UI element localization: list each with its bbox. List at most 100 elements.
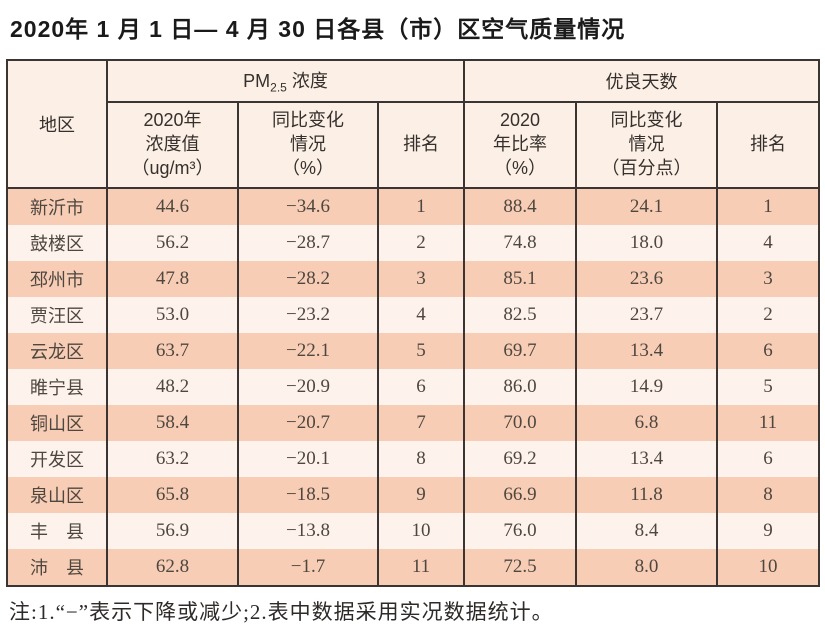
header-group-good-days: 优良天数 — [463, 59, 820, 103]
cell-good-change: 13.4 — [575, 441, 718, 477]
header-pm-change: 同比变化 情况 （%） — [237, 101, 379, 189]
cell-good-rank: 5 — [716, 369, 820, 405]
cell-pm-rank: 1 — [377, 188, 465, 225]
cell-pm-rank: 8 — [377, 441, 465, 477]
table-row: 鼓楼区 56.2 −28.7 2 74.8 18.0 4 — [6, 225, 820, 261]
cell-region: 丰 县 — [6, 513, 108, 549]
cell-good-change: 14.9 — [575, 369, 718, 405]
header-good-rank: 排名 — [716, 101, 820, 189]
cell-good-rate: 72.5 — [463, 549, 577, 586]
cell-region: 云龙区 — [6, 333, 108, 369]
cell-good-rank: 3 — [716, 261, 820, 297]
cell-good-rate: 66.9 — [463, 477, 577, 513]
cell-pm-value: 47.8 — [106, 261, 239, 297]
cell-pm-change: −20.9 — [237, 369, 379, 405]
header-good-change: 同比变化 情况 （百分点） — [575, 101, 718, 189]
cell-region: 铜山区 — [6, 405, 108, 441]
pm25-prefix: PM — [243, 71, 271, 92]
cell-good-rank: 2 — [716, 297, 820, 333]
table-header: 地区 PM2.5 浓度 优良天数 2020年 浓度值 （ug/m³） 同比变化 … — [6, 59, 820, 189]
cell-good-rate: 74.8 — [463, 225, 577, 261]
cell-good-rank: 4 — [716, 225, 820, 261]
cell-pm-value: 62.8 — [106, 549, 239, 586]
cell-pm-rank: 5 — [377, 333, 465, 369]
cell-pm-value: 58.4 — [106, 405, 239, 441]
header-sub-row: 2020年 浓度值 （ug/m³） 同比变化 情况 （%） 排名 2020 年比… — [7, 101, 820, 189]
cell-good-rank: 8 — [716, 477, 820, 513]
page-title: 2020年 1 月 1 日— 4 月 30 日各县（市）区空气质量情况 — [10, 16, 626, 42]
cell-good-rank: 11 — [716, 405, 820, 441]
air-quality-table: 地区 PM2.5 浓度 优良天数 2020年 浓度值 （ug/m³） 同比变化 … — [6, 59, 820, 587]
cell-region: 泉山区 — [6, 477, 108, 513]
cell-good-change: 23.7 — [575, 297, 718, 333]
cell-good-change: 24.1 — [575, 188, 718, 225]
table-row: 开发区 63.2 −20.1 8 69.2 13.4 6 — [6, 441, 820, 477]
cell-good-change: 11.8 — [575, 477, 718, 513]
header-group-row: 地区 PM2.5 浓度 优良天数 — [6, 59, 820, 189]
table-row: 新沂市 44.6 −34.6 1 88.4 24.1 1 — [6, 188, 820, 225]
pm25-group-label: PM2.5 浓度 — [243, 71, 328, 95]
cell-pm-value: 44.6 — [106, 188, 239, 225]
cell-pm-rank: 4 — [377, 297, 465, 333]
cell-good-rate: 69.2 — [463, 441, 577, 477]
pm25-suffix: 浓度 — [286, 71, 328, 92]
cell-good-rank: 6 — [716, 333, 820, 369]
cell-good-rate: 76.0 — [463, 513, 577, 549]
header-group-pm25: PM2.5 浓度 — [106, 59, 465, 103]
cell-pm-change: −22.1 — [237, 333, 379, 369]
cell-pm-change: −20.1 — [237, 441, 379, 477]
pm25-subscript: 2.5 — [270, 80, 287, 95]
table-body: 新沂市 44.6 −34.6 1 88.4 24.1 1 鼓楼区 56.2 −28.7 2 74.8 1… — [6, 188, 820, 586]
table-row: 邳州市 47.8 −28.2 3 85.1 23.6 3 — [6, 261, 820, 297]
cell-good-rate: 70.0 — [463, 405, 577, 441]
cell-pm-change: −28.2 — [237, 261, 379, 297]
cell-good-rank: 1 — [716, 188, 820, 225]
cell-region: 开发区 — [6, 441, 108, 477]
table-row: 丰 县 56.9 −13.8 10 76.0 8.4 9 — [6, 513, 820, 549]
cell-good-rate: 86.0 — [463, 369, 577, 405]
cell-good-rate: 88.4 — [463, 188, 577, 225]
table-row: 贾汪区 53.0 −23.2 4 82.5 23.7 2 — [6, 297, 820, 333]
cell-good-rate: 82.5 — [463, 297, 577, 333]
cell-good-change: 18.0 — [575, 225, 718, 261]
cell-pm-change: −34.6 — [237, 188, 379, 225]
cell-pm-value: 65.8 — [106, 477, 239, 513]
cell-good-change: 6.8 — [575, 405, 718, 441]
cell-pm-value: 56.2 — [106, 225, 239, 261]
table-row: 铜山区 58.4 −20.7 7 70.0 6.8 11 — [6, 405, 820, 441]
table-row: 沛 县 62.8 −1.7 11 72.5 8.0 10 — [6, 549, 820, 586]
cell-pm-change: −20.7 — [237, 405, 379, 441]
cell-pm-change: −1.7 — [237, 549, 379, 586]
cell-region: 沛 县 — [6, 549, 108, 586]
cell-region: 鼓楼区 — [6, 225, 108, 261]
cell-good-change: 23.6 — [575, 261, 718, 297]
cell-pm-value: 63.2 — [106, 441, 239, 477]
cell-pm-change: −28.7 — [237, 225, 379, 261]
footnote: 注:1.“−”表示下降或减少;2.表中数据采用实况数据统计。 — [9, 600, 554, 624]
cell-good-rank: 10 — [716, 549, 820, 586]
cell-pm-change: −23.2 — [237, 297, 379, 333]
header-region: 地区 — [6, 59, 108, 189]
cell-pm-rank: 3 — [377, 261, 465, 297]
cell-pm-rank: 10 — [377, 513, 465, 549]
header-pm-rank: 排名 — [377, 101, 465, 189]
cell-pm-change: −18.5 — [237, 477, 379, 513]
cell-pm-rank: 11 — [377, 549, 465, 586]
cell-pm-value: 63.7 — [106, 333, 239, 369]
header-pm-value: 2020年 浓度值 （ug/m³） — [106, 101, 239, 189]
cell-good-rate: 69.7 — [463, 333, 577, 369]
cell-good-change: 8.4 — [575, 513, 718, 549]
table-row: 云龙区 63.7 −22.1 5 69.7 13.4 6 — [6, 333, 820, 369]
cell-pm-rank: 7 — [377, 405, 465, 441]
cell-pm-change: −13.8 — [237, 513, 379, 549]
cell-good-change: 8.0 — [575, 549, 718, 586]
cell-good-rate: 85.1 — [463, 261, 577, 297]
cell-region: 贾汪区 — [6, 297, 108, 333]
cell-pm-value: 53.0 — [106, 297, 239, 333]
cell-good-rank: 6 — [716, 441, 820, 477]
cell-pm-value: 56.9 — [106, 513, 239, 549]
cell-pm-value: 48.2 — [106, 369, 239, 405]
cell-region: 新沂市 — [6, 188, 108, 225]
table-row: 泉山区 65.8 −18.5 9 66.9 11.8 8 — [6, 477, 820, 513]
